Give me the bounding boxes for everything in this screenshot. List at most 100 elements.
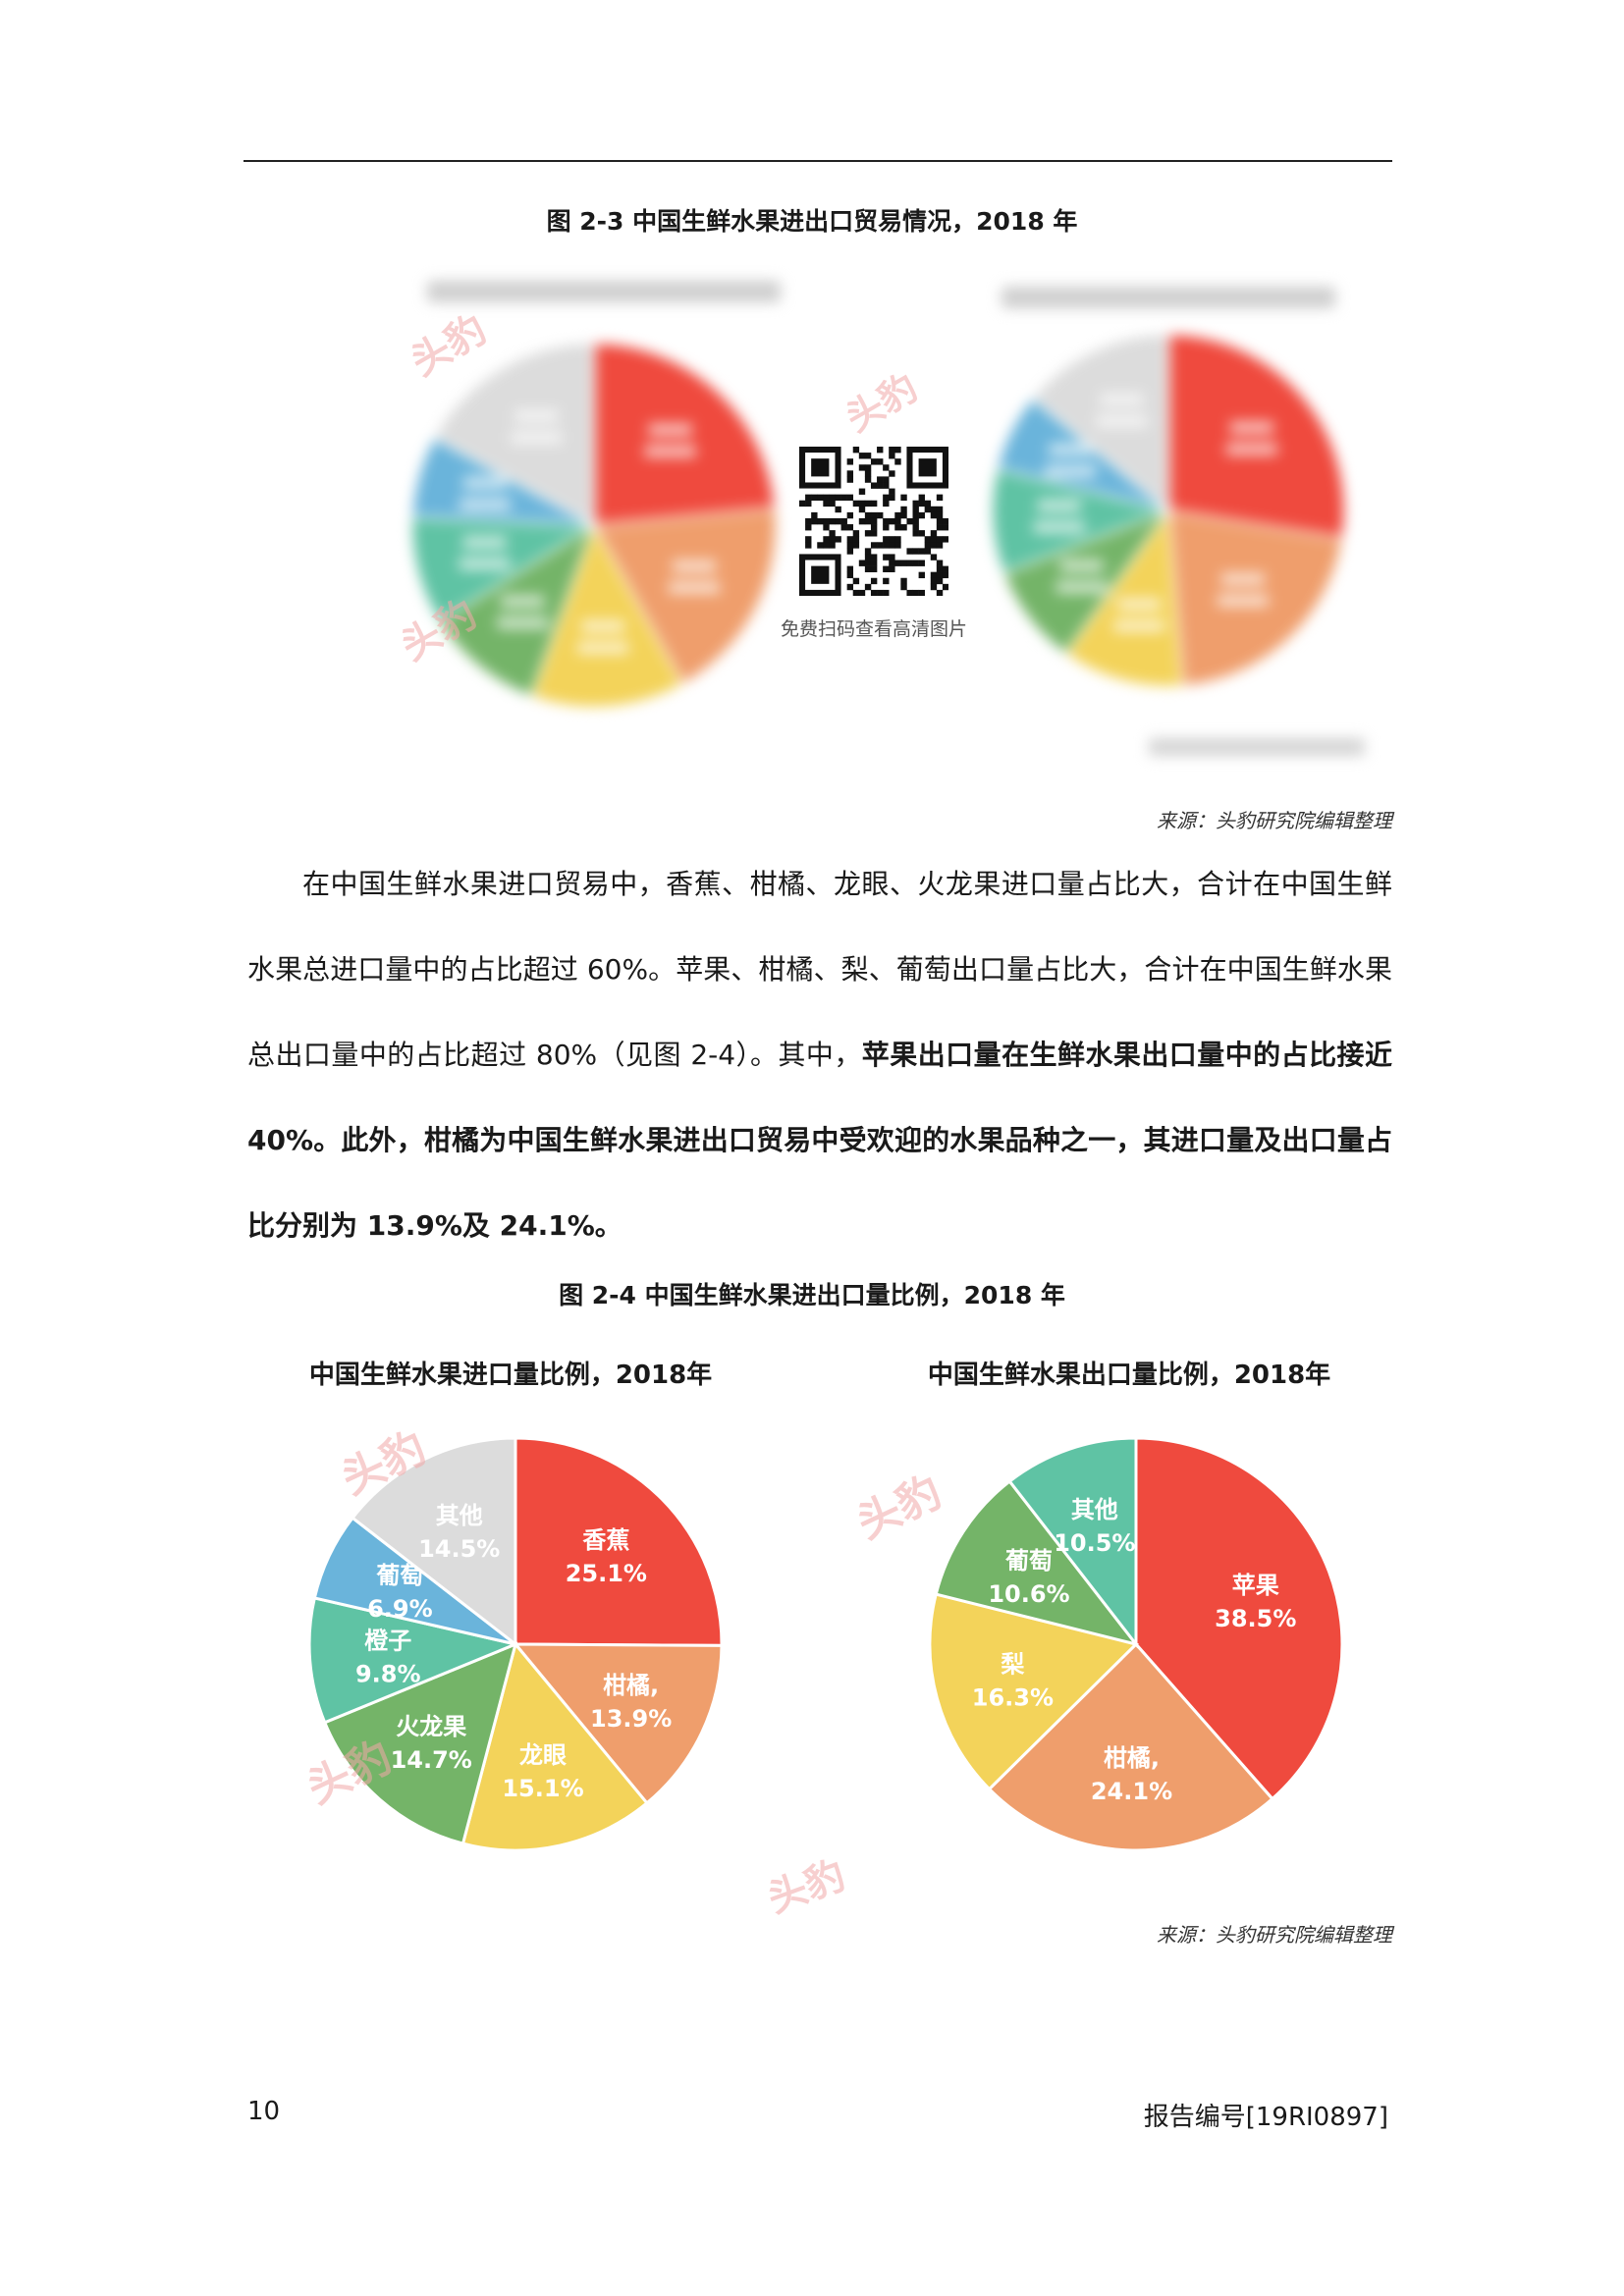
blur-left-blurred-label-5 (462, 476, 507, 489)
qr-module (930, 506, 938, 513)
import-pie-slice-label-0: 香蕉 (582, 1526, 629, 1554)
qr-module (840, 517, 847, 525)
blur-right-blurred-label-2 (1117, 598, 1162, 611)
blur-left-blurred-value-0 (644, 445, 696, 457)
qr-module (864, 453, 872, 459)
qr-module (906, 517, 913, 525)
qr-module (883, 554, 890, 561)
export-pie-slice-label-0: 苹果 (1232, 1572, 1279, 1599)
qr-module (846, 565, 854, 572)
qr-module (889, 542, 895, 549)
qr-module (912, 560, 919, 566)
blurred-chart-title (1001, 287, 1335, 308)
qr-module (900, 560, 907, 566)
blur-left-blurred-value-1 (669, 581, 721, 594)
export-pie-slice-3 (934, 1478, 1140, 1647)
qr-module (883, 565, 890, 572)
import-pie-slice-label-4: 橙子 (364, 1628, 411, 1655)
blur-left-blurred-value-5 (459, 498, 511, 510)
qr-module (918, 511, 925, 519)
blur-right-slice-4 (990, 466, 1174, 576)
qr-module (942, 583, 949, 591)
qr-module (864, 548, 872, 555)
qr-module (829, 517, 836, 525)
qr-module (877, 482, 884, 489)
qr-module (829, 500, 836, 507)
qr-module (942, 517, 949, 525)
qr-module (846, 583, 854, 591)
body-text-normal: 在中国生鲜水果进口贸易中，香蕉、柑橘、龙眼、火龙果进口量占比大，合计在中国生鲜水… (247, 868, 1392, 1071)
qr-module (918, 548, 925, 555)
qr-module (846, 458, 854, 465)
blur-left-blurred-label-4 (462, 536, 507, 549)
import-pie-slice-value-2: 15.1% (502, 1775, 583, 1802)
blur-left-slice-2 (528, 521, 685, 710)
blur-right-blurred-value-4 (1033, 521, 1085, 534)
qr-module (900, 506, 907, 513)
export-pie-slice-value-4: 10.5% (1054, 1529, 1135, 1557)
qr-module (864, 500, 872, 507)
qr-module (889, 470, 895, 477)
qr-code[interactable] (799, 447, 949, 597)
blur-left-blurred-value-3 (497, 616, 549, 629)
blur-right-blurred-value-5 (1045, 464, 1097, 477)
qr-module (924, 506, 932, 513)
qr-module (889, 488, 895, 495)
qr-module (811, 517, 818, 525)
qr-code-pattern (799, 447, 949, 597)
export-pie-slice-label-3: 葡萄 (1004, 1547, 1053, 1575)
qr-module (930, 554, 938, 561)
qr-module (936, 506, 944, 513)
qr-module (870, 524, 878, 531)
qr-module (924, 500, 932, 507)
qr-module (900, 583, 907, 591)
qr-module (829, 494, 836, 502)
import-pie-slice-3 (322, 1641, 518, 1845)
qr-module (823, 524, 830, 531)
blur-left-blurred-label-0 (648, 423, 692, 436)
import-pie-slice-2 (460, 1640, 649, 1852)
qr-module (900, 524, 907, 531)
figure-2-4-title: 图 2-4 中国生鲜水果进出口量比例，2018 年 (559, 1281, 1065, 1309)
qr-module (823, 517, 830, 525)
qr-module (846, 571, 854, 579)
qr-module (852, 447, 860, 454)
qr-module (840, 524, 847, 531)
blur-right-blurred-label-3 (1059, 560, 1104, 572)
export-pie-slice-4 (1007, 1436, 1138, 1649)
figure-2-4-source: 来源：头豹研究院编辑整理 (1157, 1923, 1392, 1947)
import-pie-slice-value-5: 6.9% (367, 1595, 433, 1623)
qr-module (846, 536, 854, 543)
qr-module (889, 453, 895, 459)
qr-module (823, 500, 830, 507)
qr-module (877, 542, 884, 549)
qr-module (864, 464, 872, 471)
blur-left-blurred-value-2 (577, 641, 629, 654)
blurred-export-pie (990, 332, 1347, 689)
qr-module (936, 571, 944, 579)
import-pie-slice-value-4: 9.8% (355, 1661, 421, 1688)
qr-module (877, 476, 884, 483)
qr-module (835, 494, 841, 502)
qr-module (930, 571, 938, 579)
qr-module (805, 536, 812, 543)
qr-finder (918, 458, 937, 477)
qr-module (852, 542, 860, 549)
qr-module (858, 500, 866, 507)
qr-module (889, 565, 895, 572)
import-pie-slice-label-3: 火龙果 (396, 1713, 466, 1740)
qr-module (823, 536, 830, 543)
blur-right-blurred-label-5 (1049, 443, 1093, 455)
qr-module (805, 500, 812, 507)
qr-module (829, 542, 836, 549)
qr-module (817, 542, 824, 549)
qr-module (900, 511, 907, 519)
qr-module (936, 560, 944, 566)
blur-left-slice-3 (437, 521, 597, 699)
import-pie-slice-1 (512, 1642, 724, 1805)
blurred-import-pie (409, 341, 779, 710)
qr-module (883, 524, 890, 531)
qr-module (864, 565, 872, 572)
qr-module (894, 511, 901, 519)
qr-module (942, 536, 949, 543)
